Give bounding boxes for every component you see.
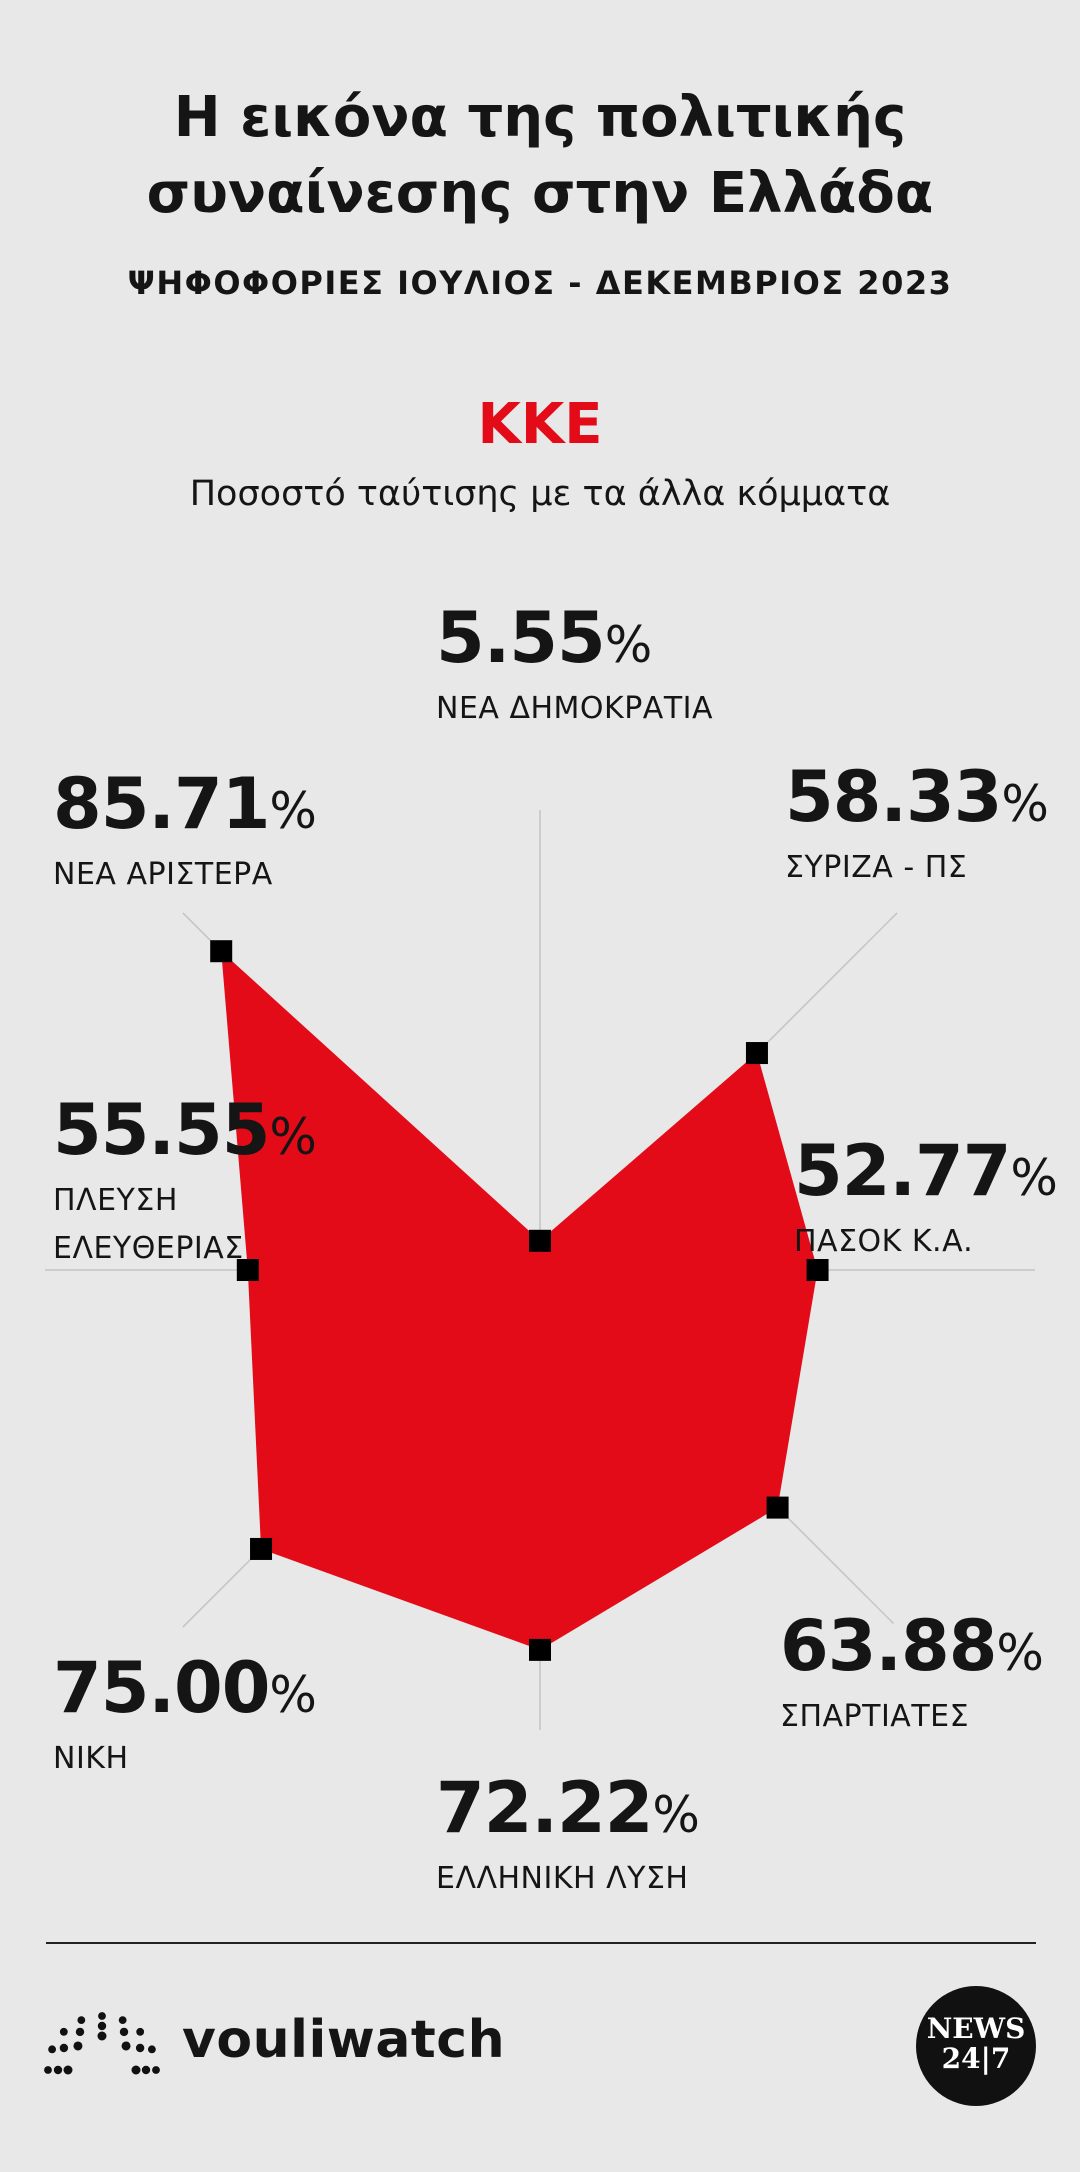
data-label: 58.33% ΣΥΡΙΖΑ - ΠΣ [785, 757, 1080, 892]
data-label: 63.88% ΣΠΑΡΤΙΑΤΕΣ [780, 1606, 1080, 1741]
marker [745, 1042, 768, 1065]
data-label: 52.77% ΠΑΣΟΚ Κ.Α. [794, 1131, 1080, 1266]
chart-title: Η εικόνα της πολιτικής συναίνεσης στην Ε… [146, 85, 934, 226]
category-label: ΝΕΑ ΔΗΜΟΚΡΑΤΙΑ [436, 691, 714, 726]
logo-text: NEWS [926, 2012, 1026, 2045]
marker [529, 1229, 551, 1252]
icon-dot [118, 2016, 127, 2025]
radar-area [221, 951, 818, 1650]
data-label: 75.00% ΝΙΚΗ [53, 1648, 353, 1783]
category-label: ΣΠΑΡΤΙΑΤΕΣ [780, 1699, 970, 1734]
data-label: 55.55% ΠΛΕΥΣΗ ΕΛΕΥΘΕΡΙΑΣ [53, 1089, 317, 1273]
brand: vouliwatch [182, 2010, 506, 2070]
brand-icon [44, 2012, 160, 2075]
icon-dot [98, 2012, 106, 2020]
logo: NEWS 24|7 [916, 1986, 1036, 2106]
value-label: 85.71% [53, 763, 317, 845]
category-label: ΕΛΛΗΝΙΚΗ ΛΥΣΗ [436, 1861, 689, 1896]
value-label: 55.55% [53, 1089, 317, 1171]
data-label: 85.71% ΝΕΑ ΑΡΙΣΤΕΡΑ [53, 764, 353, 899]
marker [210, 940, 233, 963]
icon-dot [44, 2066, 52, 2074]
icon-dot [147, 2045, 156, 2054]
icon-dot [73, 2041, 83, 2051]
legend-entry: ΚΚΕ [477, 392, 603, 457]
icon-dot [121, 2041, 131, 2051]
icon-dot [152, 2066, 160, 2074]
value-label: 5.55% [436, 597, 652, 679]
chart-subtitle: ΨΗΦΟΦΟΡΙΕΣ ΙΟΥΛΙΟΣ - ΔΕΚΕΜΒΡΙΟΣ 2023 [127, 264, 953, 302]
value-label: 63.88% [780, 1605, 1044, 1687]
icon-dot [131, 2065, 141, 2075]
icon-dot [119, 2027, 129, 2037]
icon-dot [48, 2045, 57, 2054]
category-label: ΣΥΡΙΖΑ - ΠΣ [785, 850, 968, 885]
data-label: 5.55% ΝΕΑ ΔΗΜΟΚΡΑΤΙΑ [436, 598, 736, 733]
icon-dot [97, 2021, 107, 2031]
category-label: ΝΙΚΗ [53, 1741, 129, 1776]
icon-dot [59, 2027, 68, 2036]
value-label: 72.22% [436, 1767, 700, 1849]
axis-label: Ποσοστό ταύτισης με τα άλλα κόμματα [189, 474, 891, 514]
value-label: 52.77% [794, 1130, 1058, 1212]
category-label: ΝΕΑ ΑΡΙΣΤΕΡΑ [53, 857, 273, 892]
icon-dot [136, 2027, 145, 2036]
icon-dot [59, 2043, 69, 2053]
value-label: 75.00% [53, 1647, 317, 1729]
icon-dot [77, 2016, 86, 2025]
marker [766, 1496, 789, 1519]
marker [236, 1259, 259, 1281]
category-label: ΠΛΕΥΣΗ ΕΛΕΥΘΕΡΙΑΣ [53, 1183, 244, 1266]
icon-dot [135, 2043, 145, 2053]
icon-dot [53, 2065, 63, 2075]
marker [250, 1537, 273, 1560]
marker [529, 1638, 551, 1661]
icon-dot [63, 2065, 73, 2075]
marker [806, 1259, 829, 1281]
icon-dot [75, 2027, 85, 2037]
category-label: ΠΑΣΟΚ Κ.Α. [794, 1224, 974, 1259]
value-label: 58.33% [785, 756, 1049, 838]
icon-dot [141, 2065, 151, 2075]
icon-dot [97, 2031, 107, 2041]
plot [210, 940, 829, 1661]
data-label: 72.22% ΕΛΛΗΝΙΚΗ ΛΥΣΗ [436, 1768, 736, 1903]
logo-text: 24|7 [941, 2042, 1011, 2075]
